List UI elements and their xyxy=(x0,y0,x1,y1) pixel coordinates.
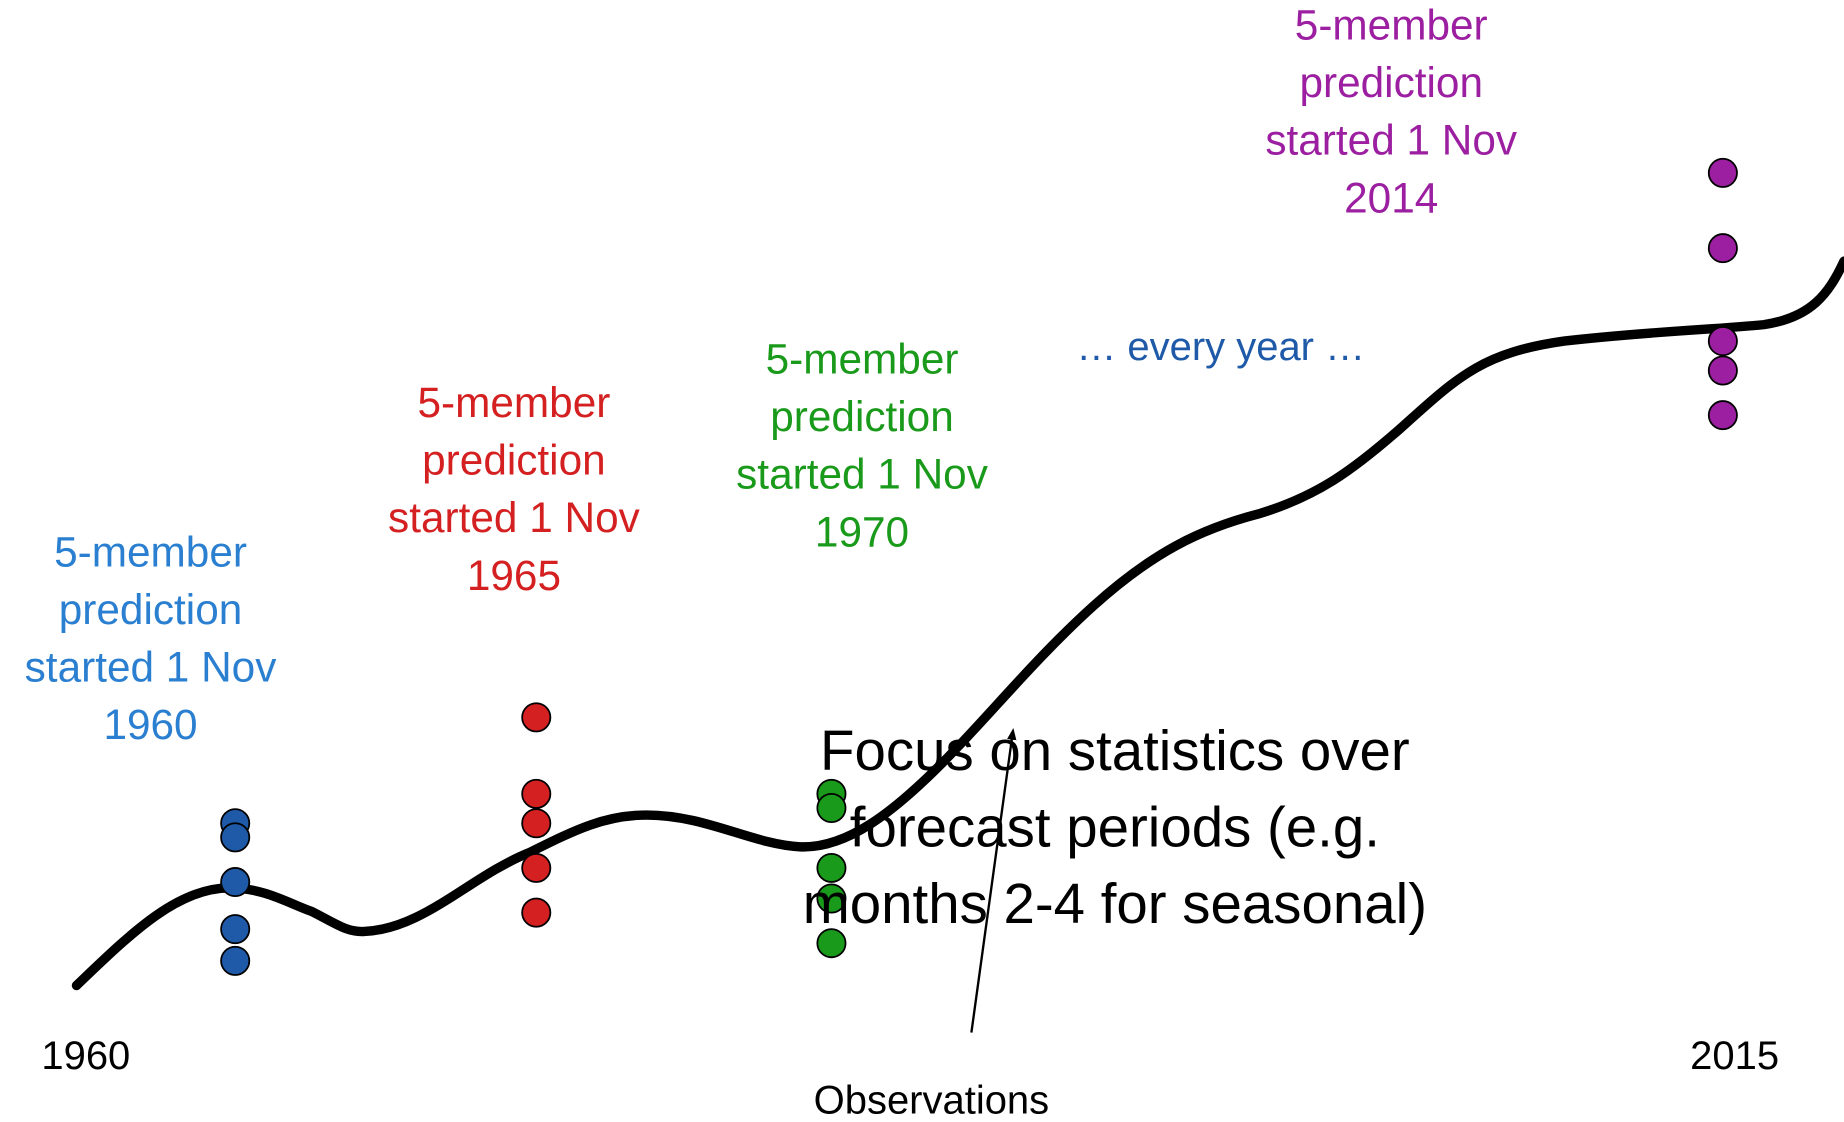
prediction-label: started 1 Nov xyxy=(736,451,989,498)
prediction-label: prediction xyxy=(59,586,243,633)
axis-start-label: 1960 xyxy=(41,1034,130,1078)
ensemble-member xyxy=(521,808,552,839)
prediction-label: started 1 Nov xyxy=(388,494,641,541)
observation-curve xyxy=(71,256,1844,991)
ensemble-member xyxy=(816,928,847,959)
every-year-label: … every year … xyxy=(1076,325,1365,369)
arrow xyxy=(970,728,1017,1033)
prediction-label: started 1 Nov xyxy=(1265,117,1518,164)
prediction-label: started 1 Nov xyxy=(25,644,278,691)
ensemble-member xyxy=(1707,326,1738,357)
ensemble-member xyxy=(220,945,251,976)
ensemble-member xyxy=(816,852,847,883)
ensemble-member xyxy=(220,822,251,853)
prediction-label: 1970 xyxy=(815,508,909,555)
focus-text: months 2-4 for seasonal) xyxy=(803,872,1427,935)
ensemble-member xyxy=(521,852,552,883)
ensemble-member xyxy=(521,897,552,928)
prediction-label: 1960 xyxy=(103,701,197,748)
focus-text: forecast periods (e.g. xyxy=(850,795,1380,858)
prediction-label: 5-member xyxy=(766,335,959,382)
axis-end-label: 2015 xyxy=(1690,1034,1779,1078)
ensemble-member xyxy=(816,883,847,914)
prediction-label: 2014 xyxy=(1344,174,1438,221)
ensemble-member xyxy=(521,702,552,733)
ensemble-member xyxy=(220,914,251,945)
ensemble-member xyxy=(1707,355,1738,386)
prediction-label: prediction xyxy=(770,393,954,440)
focus-text: Focus on statistics over xyxy=(820,719,1410,782)
ensemble-member xyxy=(816,792,847,823)
ensemble-member xyxy=(1707,233,1738,264)
prediction-label: 1965 xyxy=(467,552,561,599)
ensemble-member xyxy=(1707,400,1738,431)
prediction-label: prediction xyxy=(1299,59,1483,106)
observations-label: Observations xyxy=(814,1079,1049,1122)
prediction-label: 5-member xyxy=(54,528,247,575)
prediction-label: 5-member xyxy=(417,379,610,426)
ensemble-member xyxy=(1707,157,1738,188)
ensemble-member xyxy=(521,778,552,809)
ensemble-dots xyxy=(220,157,1738,976)
prediction-label: prediction xyxy=(422,437,606,484)
prediction-label: 5-member xyxy=(1295,1,1488,48)
ensemble-member xyxy=(220,867,251,898)
